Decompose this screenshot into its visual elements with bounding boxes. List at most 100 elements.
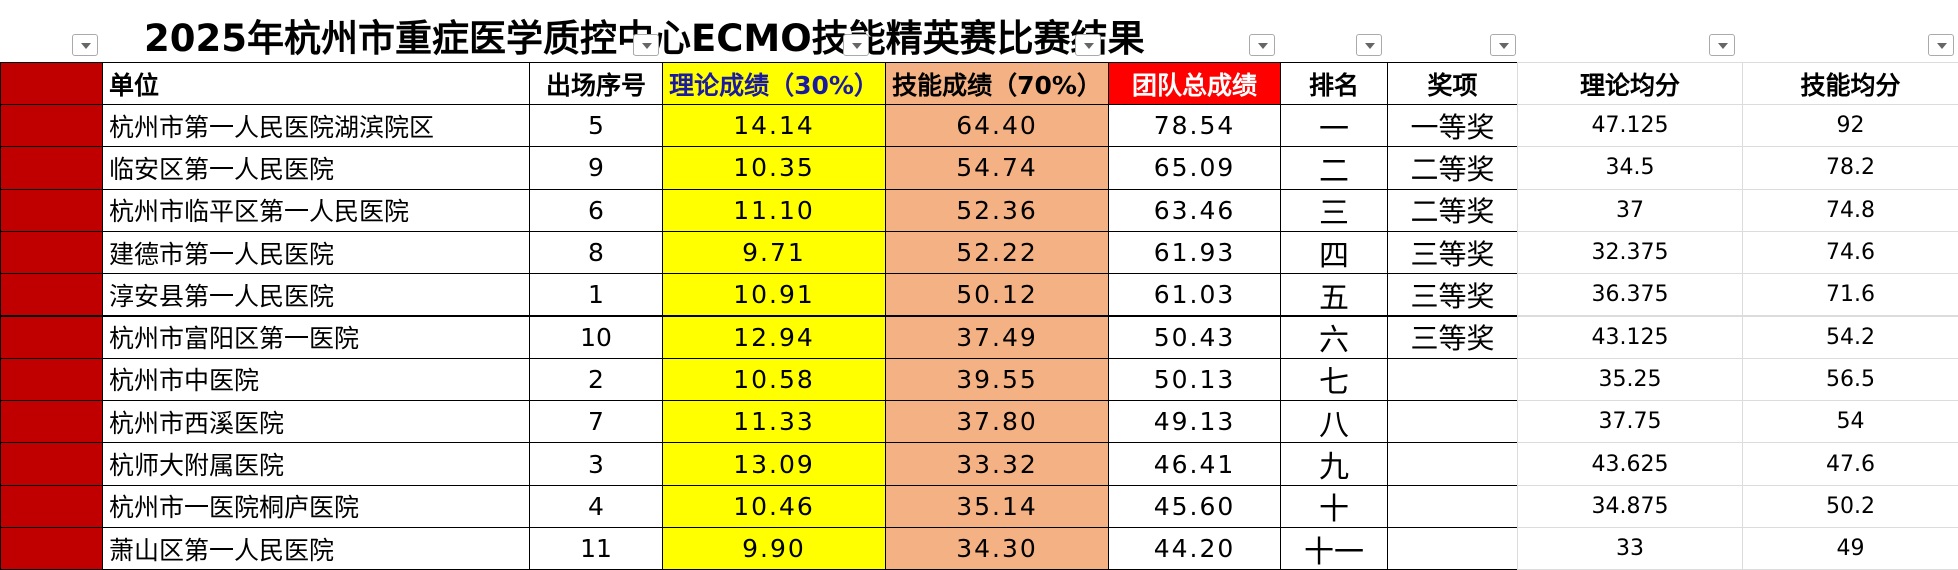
data-cell: 11.10 xyxy=(662,188,886,232)
data-cell: 建德市第一人民医院 xyxy=(102,230,530,275)
data-cell: 10.35 xyxy=(662,146,886,190)
data-cell: 54.2 xyxy=(1742,315,1958,359)
data-cell: 杭师大附属医院 xyxy=(102,442,530,486)
data-cell: 61.93 xyxy=(1108,230,1281,275)
row-marker xyxy=(0,62,103,105)
data-cell: 杭州市中医院 xyxy=(102,357,530,402)
data-cell: 43.125 xyxy=(1517,315,1743,359)
data-cell: 6 xyxy=(529,188,663,232)
data-cell: 74.8 xyxy=(1742,188,1958,232)
data-cell: 32.375 xyxy=(1517,230,1743,275)
data-cell: 一 xyxy=(1280,104,1388,148)
filter-button[interactable] xyxy=(72,34,98,56)
data-cell: 13.09 xyxy=(662,442,886,486)
data-cell: 47.6 xyxy=(1742,442,1958,486)
filter-button[interactable] xyxy=(1928,34,1954,56)
data-cell: 33 xyxy=(1517,527,1743,570)
data-cell: 63.46 xyxy=(1108,188,1281,232)
data-cell: 10.58 xyxy=(662,357,886,402)
data-cell: 45.60 xyxy=(1108,484,1281,528)
data-cell: 35.14 xyxy=(885,484,1109,528)
data-cell: 44.20 xyxy=(1108,527,1281,570)
data-cell: 50.12 xyxy=(885,273,1109,317)
header-cell: 技能成绩（70%） xyxy=(885,62,1109,105)
data-cell: 8 xyxy=(529,230,663,275)
header-cell: 理论均分 xyxy=(1517,62,1743,105)
data-cell: 34.875 xyxy=(1517,484,1743,528)
data-cell: 37.75 xyxy=(1517,400,1743,444)
data-cell: 临安区第一人民医院 xyxy=(102,146,530,190)
data-cell: 二等奖 xyxy=(1387,146,1518,190)
header-cell: 奖项 xyxy=(1387,62,1518,105)
filter-button[interactable] xyxy=(1356,34,1382,56)
data-cell: 11 xyxy=(529,527,663,570)
data-cell: 9 xyxy=(529,146,663,190)
data-cell: 三 xyxy=(1280,188,1388,232)
data-cell: 十 xyxy=(1280,484,1388,528)
data-cell: 二等奖 xyxy=(1387,188,1518,232)
data-cell: 2 xyxy=(529,357,663,402)
data-cell: 一等奖 xyxy=(1387,104,1518,148)
data-cell: 4 xyxy=(529,484,663,528)
filter-button[interactable] xyxy=(1709,34,1735,56)
data-cell: 71.6 xyxy=(1742,273,1958,317)
filter-button[interactable] xyxy=(1490,34,1516,56)
row-marker xyxy=(0,400,103,444)
data-cell: 3 xyxy=(529,442,663,486)
data-cell: 50.2 xyxy=(1742,484,1958,528)
data-cell: 10 xyxy=(529,315,663,359)
header-cell: 单位 xyxy=(102,62,530,105)
row-marker xyxy=(0,357,103,402)
data-cell: 三等奖 xyxy=(1387,273,1518,317)
data-cell: 九 xyxy=(1280,442,1388,486)
data-cell: 56.5 xyxy=(1742,357,1958,402)
data-cell: 34.30 xyxy=(885,527,1109,570)
data-cell: 43.625 xyxy=(1517,442,1743,486)
data-cell xyxy=(1387,400,1518,444)
data-cell xyxy=(1387,484,1518,528)
data-cell xyxy=(1387,442,1518,486)
data-cell xyxy=(1387,357,1518,402)
row-marker xyxy=(0,104,103,148)
header-cell: 排名 xyxy=(1280,62,1388,105)
data-cell: 52.36 xyxy=(885,188,1109,232)
data-cell: 三等奖 xyxy=(1387,315,1518,359)
data-cell: 37.80 xyxy=(885,400,1109,444)
data-cell: 65.09 xyxy=(1108,146,1281,190)
row-marker xyxy=(0,146,103,190)
data-cell: 78.54 xyxy=(1108,104,1281,148)
data-cell: 五 xyxy=(1280,273,1388,317)
data-cell xyxy=(1387,527,1518,570)
data-cell: 34.5 xyxy=(1517,146,1743,190)
filter-button[interactable] xyxy=(1249,34,1275,56)
data-cell: 52.22 xyxy=(885,230,1109,275)
data-cell: 54 xyxy=(1742,400,1958,444)
data-cell: 七 xyxy=(1280,357,1388,402)
data-cell: 50.13 xyxy=(1108,357,1281,402)
filter-button[interactable] xyxy=(843,34,869,56)
data-cell: 36.375 xyxy=(1517,273,1743,317)
data-cell: 39.55 xyxy=(885,357,1109,402)
data-cell: 9.90 xyxy=(662,527,886,570)
data-cell: 49 xyxy=(1742,527,1958,570)
data-cell: 35.25 xyxy=(1517,357,1743,402)
filter-button[interactable] xyxy=(633,34,659,56)
data-cell: 四 xyxy=(1280,230,1388,275)
filter-button[interactable] xyxy=(1075,34,1101,56)
data-cell: 八 xyxy=(1280,400,1388,444)
header-cell: 理论成绩（30%） xyxy=(662,62,886,105)
header-cell: 技能均分 xyxy=(1742,62,1958,105)
data-cell: 54.74 xyxy=(885,146,1109,190)
data-cell: 5 xyxy=(529,104,663,148)
data-cell: 37 xyxy=(1517,188,1743,232)
data-cell: 杭州市临平区第一人民医院 xyxy=(102,188,530,232)
data-cell: 11.33 xyxy=(662,400,886,444)
data-cell: 14.14 xyxy=(662,104,886,148)
row-marker xyxy=(0,442,103,486)
data-cell: 十一 xyxy=(1280,527,1388,570)
data-cell: 7 xyxy=(529,400,663,444)
data-cell: 杭州市富阳区第一医院 xyxy=(102,315,530,359)
header-cell: 出场序号 xyxy=(529,62,663,105)
data-cell: 萧山区第一人民医院 xyxy=(102,527,530,570)
